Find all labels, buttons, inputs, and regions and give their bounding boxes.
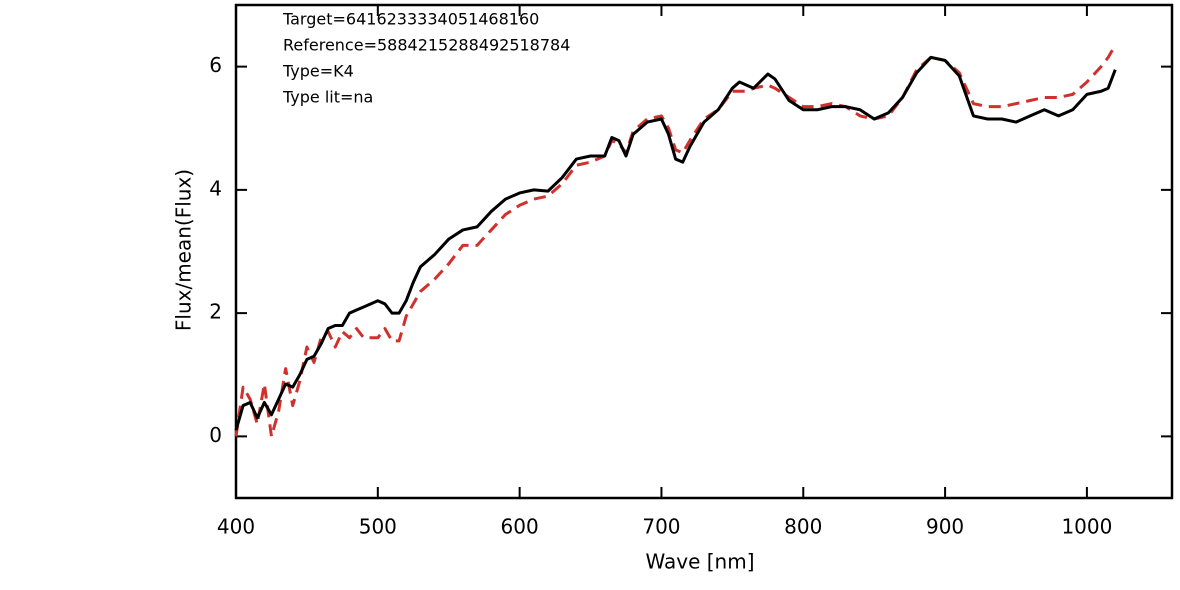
series-line [234,55,1117,431]
y-tick-label: 4 [209,176,222,200]
annotation: Target=6416233334051468160 [282,10,539,29]
x-tick-label: 900 [926,515,964,539]
annotation: Reference=5884215288492518784 [283,36,570,55]
annotation: Type lit=na [282,88,373,107]
y-tick-label: 0 [209,423,222,447]
x-tick-label: 600 [501,515,539,539]
annotation: Type=K4 [282,62,354,81]
y-tick-label: 2 [209,300,222,324]
y-axis-label: Flux/mean(Flux) [172,169,196,331]
x-axis-label: Wave [nm] [645,550,754,574]
x-tick-label: 800 [784,515,822,539]
x-tick-label: 400 [217,515,255,539]
y-tick-label: 6 [209,53,222,77]
x-tick-label: 1000 [1061,515,1112,539]
plot-frame [234,3,1174,500]
x-tick-label: 500 [359,515,397,539]
x-tick-label: 700 [642,515,680,539]
